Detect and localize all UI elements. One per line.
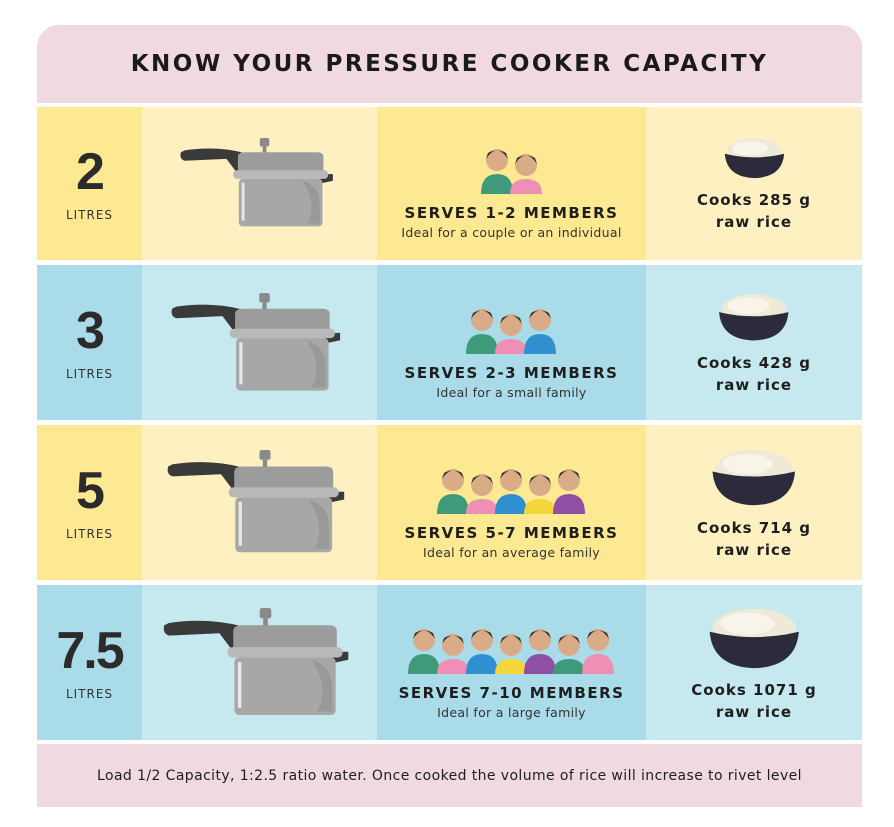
serves-label: SERVES 1-2 MEMBERS: [404, 204, 619, 222]
pressure-cooker-icon: [180, 138, 333, 227]
capacity-row: 7.5 LITRES: [37, 585, 862, 740]
person-icon: [466, 309, 498, 354]
person-icon: [480, 149, 513, 194]
pressure-cooker-icon: [167, 450, 345, 553]
cooks-label: Cooks 285 g: [696, 191, 811, 209]
pressure-cooker-icon: [163, 607, 349, 715]
serves-cell: SERVES 1-2 MEMBERS Ideal for a couple or…: [377, 107, 646, 260]
serves-cell: SERVES 2-3 MEMBERS Ideal for a small fam…: [377, 265, 646, 420]
rice-cell: Cooks 714 g raw rice: [646, 425, 862, 580]
person-icon: [509, 154, 542, 194]
capacity-unit: LITRES: [65, 366, 114, 381]
capacity-row: 3 LITRES SERVES 2-3 MEMBERS Ideal: [37, 265, 862, 420]
cooker-cell: [142, 585, 377, 740]
person-icon: [466, 629, 498, 674]
ideal-label: Ideal for a couple or an individual: [401, 225, 622, 240]
ideal-label: Ideal for a small family: [436, 385, 587, 400]
person-icon: [466, 474, 498, 514]
family-members-icon: [437, 469, 585, 514]
person-icon: [408, 629, 440, 674]
rice-amount: Cooks 714 g raw rice: [697, 517, 811, 561]
capacity-unit: LITRES: [65, 207, 114, 222]
capacity-cell: 7.5 LITRES: [37, 585, 142, 740]
capacity-value: 5: [76, 461, 105, 520]
raw-rice-label: raw rice: [715, 375, 793, 394]
header: KNOW YOUR PRESSURE COOKER CAPACITY: [37, 25, 862, 103]
capacity-value: 7.5: [56, 621, 124, 680]
cooker-cell: [142, 107, 377, 260]
person-icon: [582, 629, 614, 674]
capacity-unit: LITRES: [65, 526, 114, 541]
serves-cell: SERVES 5-7 MEMBERS Ideal for an average …: [377, 425, 646, 580]
person-icon: [495, 314, 527, 354]
person-icon: [553, 469, 585, 514]
person-icon: [495, 469, 527, 514]
capacity-cell: 3 LITRES: [37, 265, 142, 420]
person-icon: [524, 309, 556, 354]
rice-bowl-icon: [712, 450, 796, 506]
cooker-cell: [142, 425, 377, 580]
person-icon: [437, 469, 469, 514]
raw-rice-label: raw rice: [715, 540, 793, 559]
cooks-label: Cooks 1071 g: [691, 681, 817, 700]
serves-label: SERVES 5-7 MEMBERS: [404, 524, 619, 542]
serves-cell: SERVES 7-10 MEMBERS Ideal for a large fa…: [377, 585, 646, 740]
person-icon: [437, 634, 469, 674]
rice-cell: Cooks 1071 g raw rice: [646, 585, 862, 740]
capacity-infographic: KNOW YOUR PRESSURE COOKER CAPACITY 2 LIT…: [37, 25, 862, 807]
raw-rice-label: raw rice: [715, 703, 793, 722]
serves-label: SERVES 2-3 MEMBERS: [404, 364, 619, 382]
rice-bowl-icon: [724, 138, 784, 179]
page-title: KNOW YOUR PRESSURE COOKER CAPACITY: [130, 51, 769, 77]
rice-bowl-icon: [709, 608, 799, 668]
ideal-label: Ideal for a large family: [437, 705, 586, 720]
person-icon: [495, 634, 527, 674]
serves-label: SERVES 7-10 MEMBERS: [398, 684, 625, 702]
person-icon: [524, 629, 556, 674]
footer-note: Load 1/2 Capacity, 1:2.5 ratio water. On…: [37, 744, 862, 807]
capacity-cell: 2 LITRES: [37, 107, 142, 260]
cooks-label: Cooks 714 g: [696, 518, 811, 537]
footer-text: Load 1/2 Capacity, 1:2.5 ratio water. On…: [97, 767, 802, 784]
family-members-icon: [480, 149, 542, 194]
raw-rice-label: raw rice: [715, 213, 793, 231]
person-icon: [553, 634, 585, 674]
person-icon: [524, 474, 556, 514]
rice-cell: Cooks 428 g raw rice: [646, 265, 862, 420]
capacity-row: 5 LITRES: [37, 425, 862, 580]
capacity-row: 2 LITRES SERVES 1-2 MEMBERS Ideal for a …: [37, 107, 862, 260]
rice-amount: Cooks 285 g raw rice: [697, 189, 811, 233]
rice-bowl-icon: [719, 294, 789, 341]
rice-cell: Cooks 285 g raw rice: [646, 107, 862, 260]
capacity-value: 2: [76, 142, 105, 201]
capacity-cell: 5 LITRES: [37, 425, 142, 580]
rice-amount: Cooks 428 g raw rice: [697, 352, 811, 396]
cooker-cell: [142, 265, 377, 420]
ideal-label: Ideal for an average family: [423, 545, 600, 560]
family-members-icon: [466, 309, 556, 354]
capacity-value: 3: [76, 301, 105, 360]
rice-amount: Cooks 1071 g raw rice: [691, 679, 816, 723]
capacity-unit: LITRES: [65, 686, 114, 701]
cooks-label: Cooks 428 g: [696, 353, 811, 372]
family-members-icon: [408, 629, 614, 674]
pressure-cooker-icon: [171, 292, 341, 391]
